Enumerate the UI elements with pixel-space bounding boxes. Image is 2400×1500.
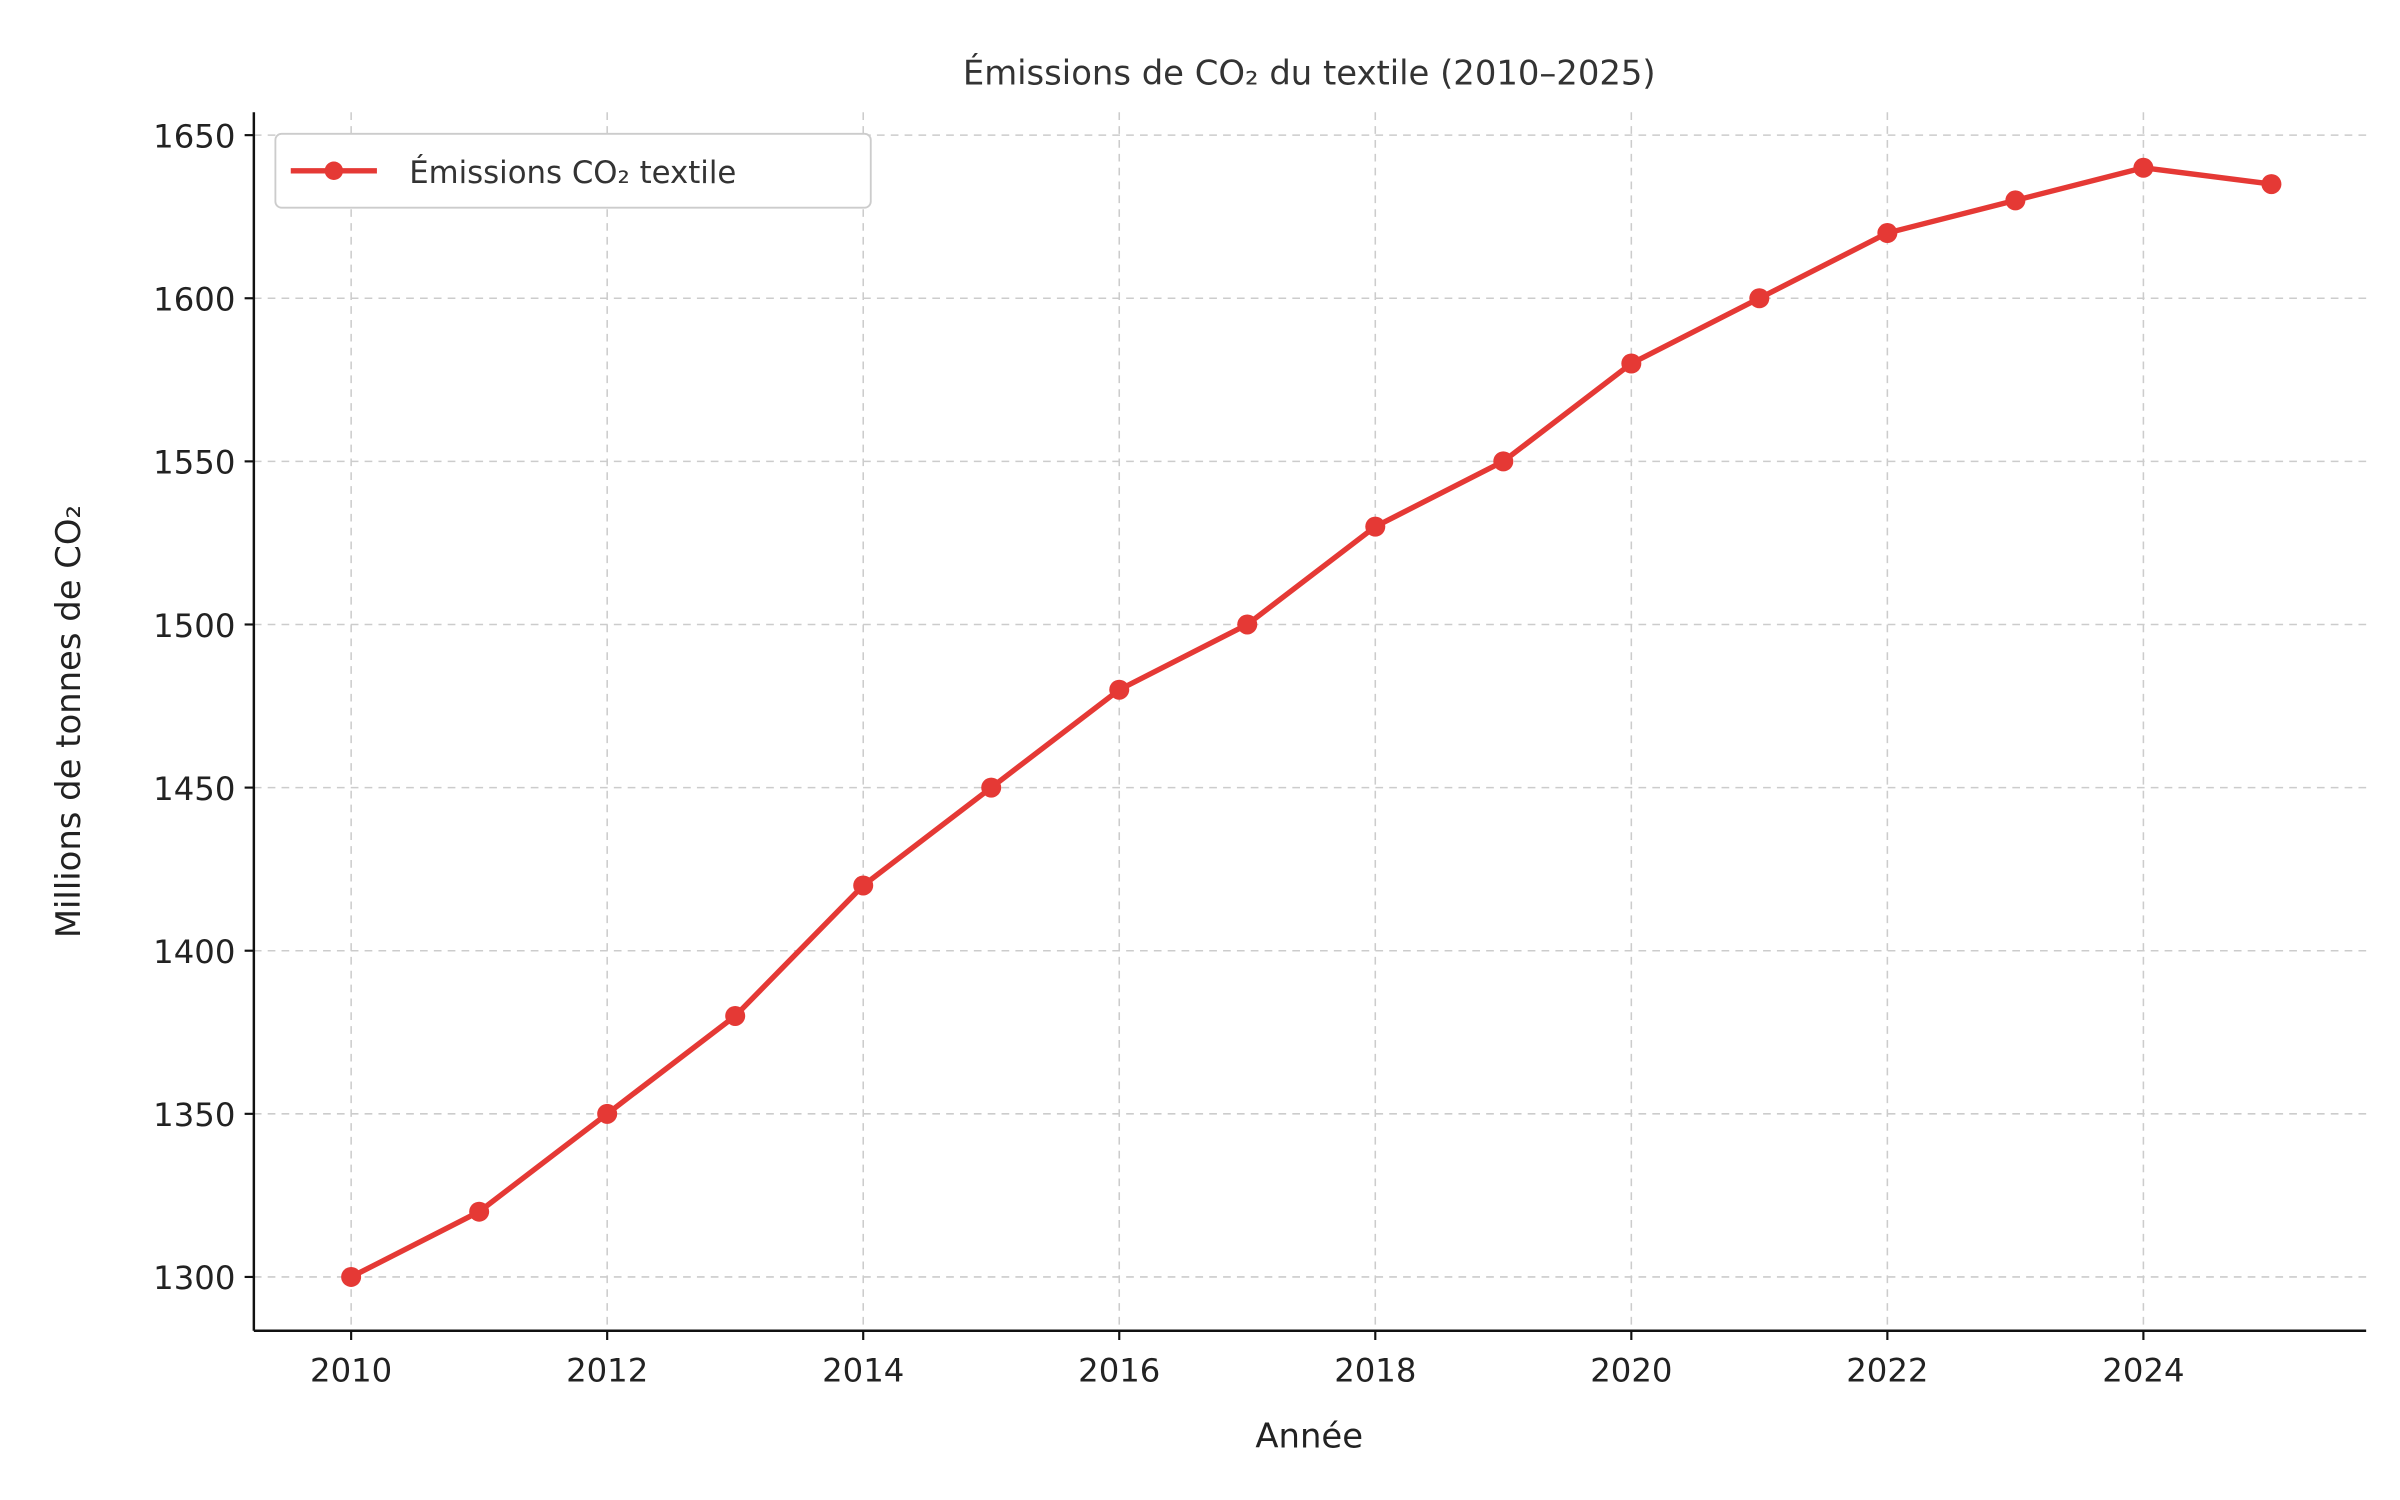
data-point-2014 — [853, 875, 874, 896]
data-point-2022 — [1877, 223, 1898, 244]
legend-box — [274, 132, 872, 209]
data-point-2012 — [597, 1103, 618, 1124]
y-tick-label: 1350 — [153, 1096, 235, 1134]
data-point-2024 — [2133, 157, 2154, 178]
chart-title: Émissions de CO₂ du textile (2010–2025) — [963, 53, 1656, 93]
y-tick-label: 1650 — [153, 117, 235, 155]
legend-label: Émissions CO₂ textile — [409, 155, 736, 191]
data-point-2020 — [1621, 353, 1642, 374]
data-point-2025 — [2261, 174, 2282, 195]
x-tick-label: 2020 — [1590, 1352, 1672, 1390]
y-tick-label: 1400 — [153, 933, 235, 971]
x-tick-label: 2014 — [822, 1352, 904, 1390]
x-axis-label: Année — [1255, 1417, 1363, 1456]
x-tick-label: 2018 — [1334, 1352, 1416, 1390]
x-tick-label: 2022 — [1846, 1352, 1928, 1390]
legend: Émissions CO₂ textile — [274, 132, 872, 209]
y-tick-label: 1600 — [153, 281, 235, 319]
y-tick-label: 1550 — [153, 444, 235, 482]
y-tick-label: 1300 — [153, 1259, 235, 1297]
y-axis-label: Millions de tonnes de CO₂ — [49, 505, 88, 938]
legend-marker-swatch — [324, 161, 344, 180]
data-point-2017 — [1237, 614, 1258, 635]
y-tick-label: 1500 — [153, 607, 235, 645]
data-point-2019 — [1493, 451, 1514, 472]
data-point-2011 — [469, 1201, 490, 1222]
data-point-2015 — [981, 777, 1002, 798]
series-line — [349, 165, 2272, 1280]
x-tick-label: 2024 — [2102, 1352, 2184, 1390]
data-point-2016 — [1109, 679, 1130, 700]
x-tick-label: 2010 — [310, 1352, 392, 1390]
x-tick-label: 2012 — [566, 1352, 648, 1390]
data-point-2018 — [1365, 516, 1386, 537]
data-point-2023 — [2005, 190, 2026, 211]
x-tick-label: 2016 — [1078, 1352, 1160, 1390]
y-tick-label: 1450 — [153, 770, 235, 808]
data-point-2010 — [341, 1266, 362, 1287]
data-point-2021 — [1749, 288, 1770, 309]
data-point-2013 — [725, 1005, 746, 1026]
